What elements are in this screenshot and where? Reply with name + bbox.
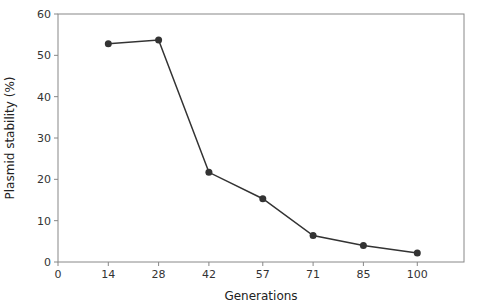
y-tick-label: 40	[37, 91, 51, 104]
y-tick	[54, 179, 58, 180]
point	[259, 195, 266, 202]
point	[205, 169, 212, 176]
y-tick-label: 10	[37, 215, 51, 228]
plot-frame	[58, 14, 464, 262]
x-tick	[262, 262, 263, 266]
point	[105, 40, 112, 47]
y-axis-label: Plasmid stability (%)	[3, 77, 17, 200]
x-tick	[208, 262, 209, 266]
data-layer	[105, 37, 421, 257]
line	[108, 40, 417, 253]
y-tick	[54, 96, 58, 97]
point	[414, 249, 421, 256]
x-axis-label: Generations	[224, 289, 297, 303]
x-tick-label: 42	[202, 268, 216, 281]
chart: 0 14 28 42 57 71 85 100 0 10 20 30 40 50 60 Generations…	[0, 0, 480, 308]
x-tick-label: 71	[306, 268, 320, 281]
y-tick	[54, 262, 58, 263]
x-tick	[108, 262, 109, 266]
point	[310, 232, 317, 239]
point	[155, 37, 162, 44]
x-tick	[363, 262, 364, 266]
y-tick	[54, 14, 58, 15]
y-tick-label: 50	[37, 49, 51, 62]
x-tick	[58, 262, 59, 266]
y-axis: 0 10 20 30 40 50 60	[37, 8, 58, 269]
x-tick	[313, 262, 314, 266]
y-tick	[54, 138, 58, 139]
x-tick-label: 28	[152, 268, 166, 281]
x-tick	[417, 262, 418, 266]
y-tick-label: 60	[37, 8, 51, 21]
y-tick-label: 0	[44, 256, 51, 269]
y-tick	[54, 55, 58, 56]
point	[360, 242, 367, 249]
chart-container: 0 14 28 42 57 71 85 100 0 10 20 30 40 50 60 Generations…	[0, 0, 480, 308]
y-tick-label: 30	[37, 132, 51, 145]
x-tick-label: 0	[55, 268, 62, 281]
x-tick-label: 57	[256, 268, 270, 281]
y-tick	[54, 220, 58, 221]
x-tick-label: 85	[356, 268, 370, 281]
y-tick-label: 20	[37, 173, 51, 186]
x-tick	[158, 262, 159, 266]
x-tick-label: 14	[101, 268, 115, 281]
x-axis: 0 14 28 42 57 71 85 100	[55, 262, 428, 281]
x-tick-label: 100	[407, 268, 428, 281]
